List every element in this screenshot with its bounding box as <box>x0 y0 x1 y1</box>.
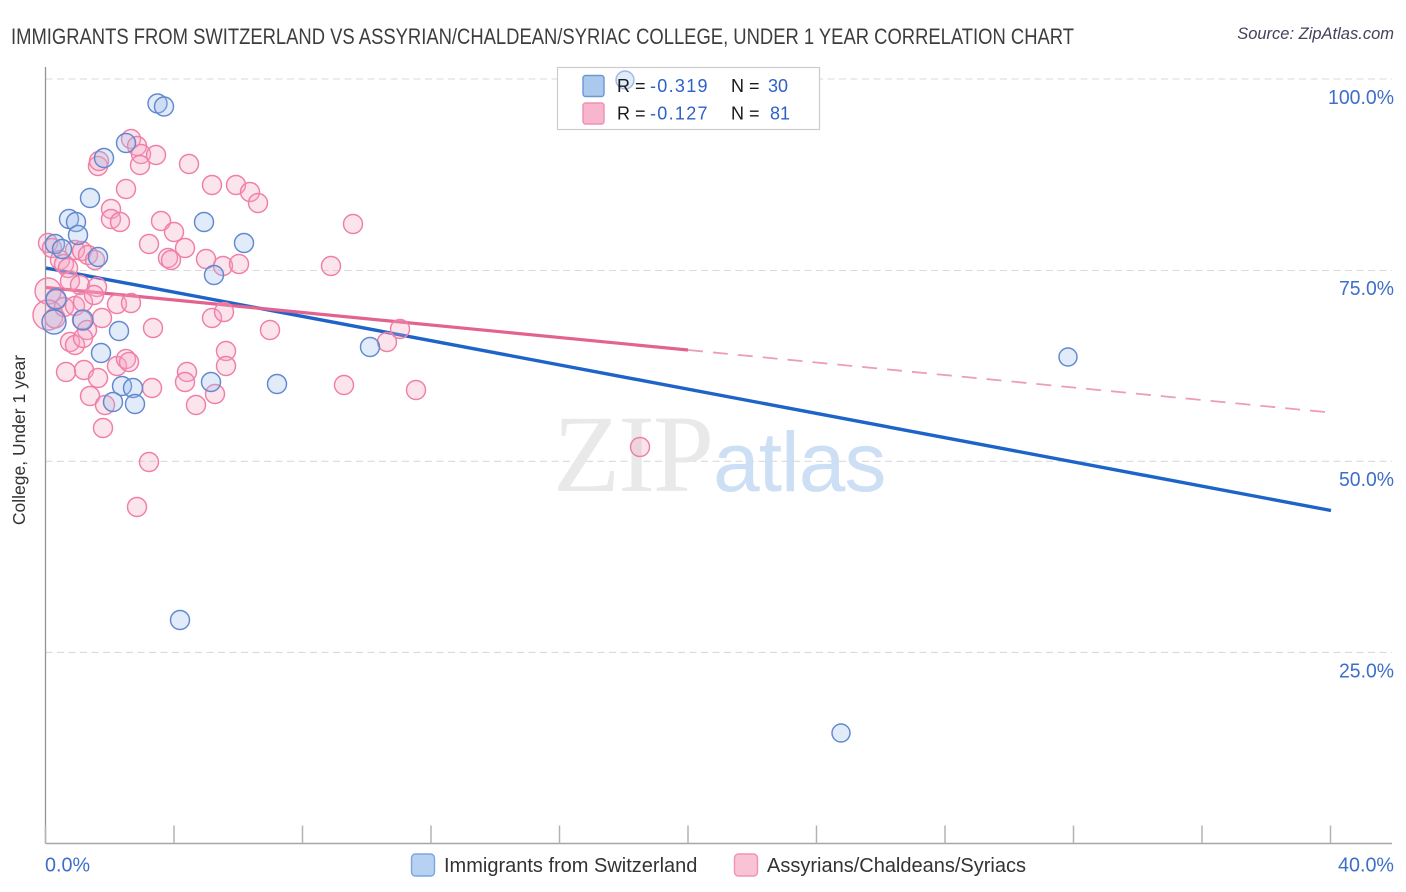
svg-text:Immigrants from Switzerland: Immigrants from Switzerland <box>444 855 697 877</box>
svg-text:50.0%: 50.0% <box>1339 469 1394 491</box>
svg-text:40.0%: 40.0% <box>1338 855 1394 877</box>
svg-text:IMMIGRANTS FROM SWITZERLAND VS: IMMIGRANTS FROM SWITZERLAND VS ASSYRIAN/… <box>11 24 1074 49</box>
svg-text:75.0%: 75.0% <box>1339 278 1394 300</box>
svg-text:0.0%: 0.0% <box>45 855 90 877</box>
svg-text:100.0%: 100.0% <box>1328 87 1394 109</box>
svg-text:-0.127: -0.127 <box>650 104 709 124</box>
svg-text:atlas: atlas <box>713 415 885 509</box>
svg-text:ZIP: ZIP <box>553 393 712 515</box>
svg-text:N =: N = <box>731 76 760 96</box>
svg-text:R =: R = <box>617 76 646 96</box>
svg-text:25.0%: 25.0% <box>1339 661 1394 683</box>
svg-text:Source: ZipAtlas.com: Source: ZipAtlas.com <box>1237 25 1394 43</box>
svg-text:30: 30 <box>768 76 788 96</box>
svg-text:81: 81 <box>770 104 790 124</box>
svg-text:R =: R = <box>617 104 646 124</box>
svg-text:N =: N = <box>731 104 760 124</box>
svg-text:-0.319: -0.319 <box>650 76 709 96</box>
svg-text:College, Under 1 year: College, Under 1 year <box>9 355 29 525</box>
svg-text:Assyrians/Chaldeans/Syriacs: Assyrians/Chaldeans/Syriacs <box>767 855 1026 877</box>
